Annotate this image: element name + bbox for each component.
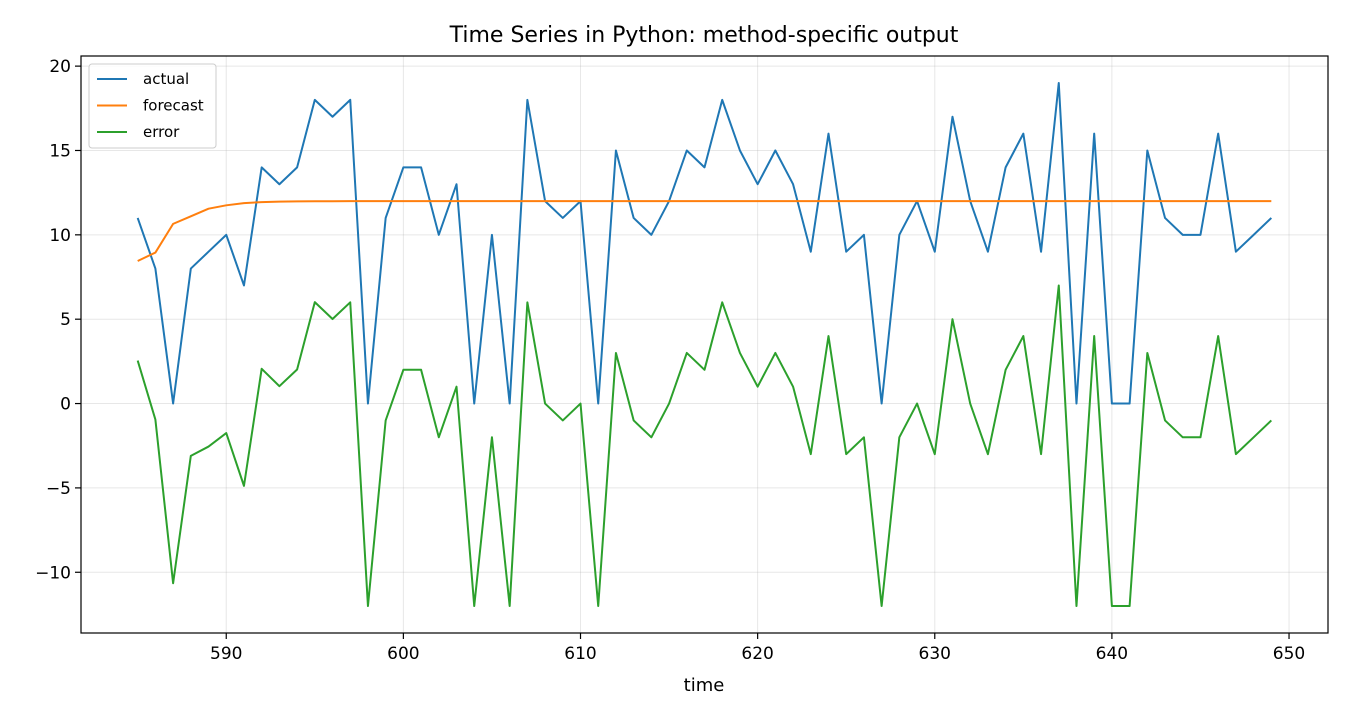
series-line-forecast [137, 200, 1272, 262]
grid [81, 56, 1328, 633]
legend: actual forecast error [88, 63, 217, 149]
series-line-error [136, 284, 1273, 608]
x-axis-label: time [684, 675, 725, 696]
x-tick-label: 590 [210, 644, 242, 664]
plot-frame [80, 55, 1329, 634]
x-tick-label: 640 [1096, 644, 1128, 664]
y-tick-label: 20 [49, 57, 71, 77]
x-tick-label: 620 [741, 644, 773, 664]
y-tick-label: −10 [35, 563, 71, 583]
y-tick-label: 5 [60, 310, 71, 330]
y-tick-label: 10 [49, 226, 71, 246]
x-tick-label: 600 [387, 644, 419, 664]
chart-title: Time Series in Python: method-specific o… [449, 23, 959, 48]
y-tick-label: −5 [46, 479, 71, 499]
x-tick-label: 650 [1273, 644, 1305, 664]
y-tick-label: 0 [60, 395, 71, 415]
x-tick-label: 630 [919, 644, 951, 664]
series-line-actual [136, 81, 1273, 405]
legend-label-actual: actual [143, 70, 189, 88]
legend-label-error: error [143, 123, 180, 141]
legend-box [88, 63, 217, 149]
y-axis: 20 15 10 5 0 −5 −10 [35, 57, 81, 583]
x-tick-label: 610 [564, 644, 596, 664]
series-group [136, 81, 1273, 608]
legend-label-forecast: forecast [143, 97, 204, 115]
x-axis: 590 600 610 620 630 640 650 [210, 633, 1305, 664]
y-tick-label: 15 [49, 141, 71, 161]
